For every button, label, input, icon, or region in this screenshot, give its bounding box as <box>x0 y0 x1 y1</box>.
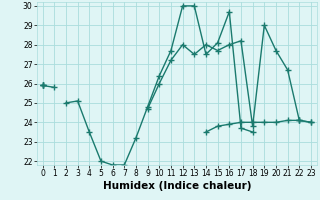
X-axis label: Humidex (Indice chaleur): Humidex (Indice chaleur) <box>102 181 251 191</box>
